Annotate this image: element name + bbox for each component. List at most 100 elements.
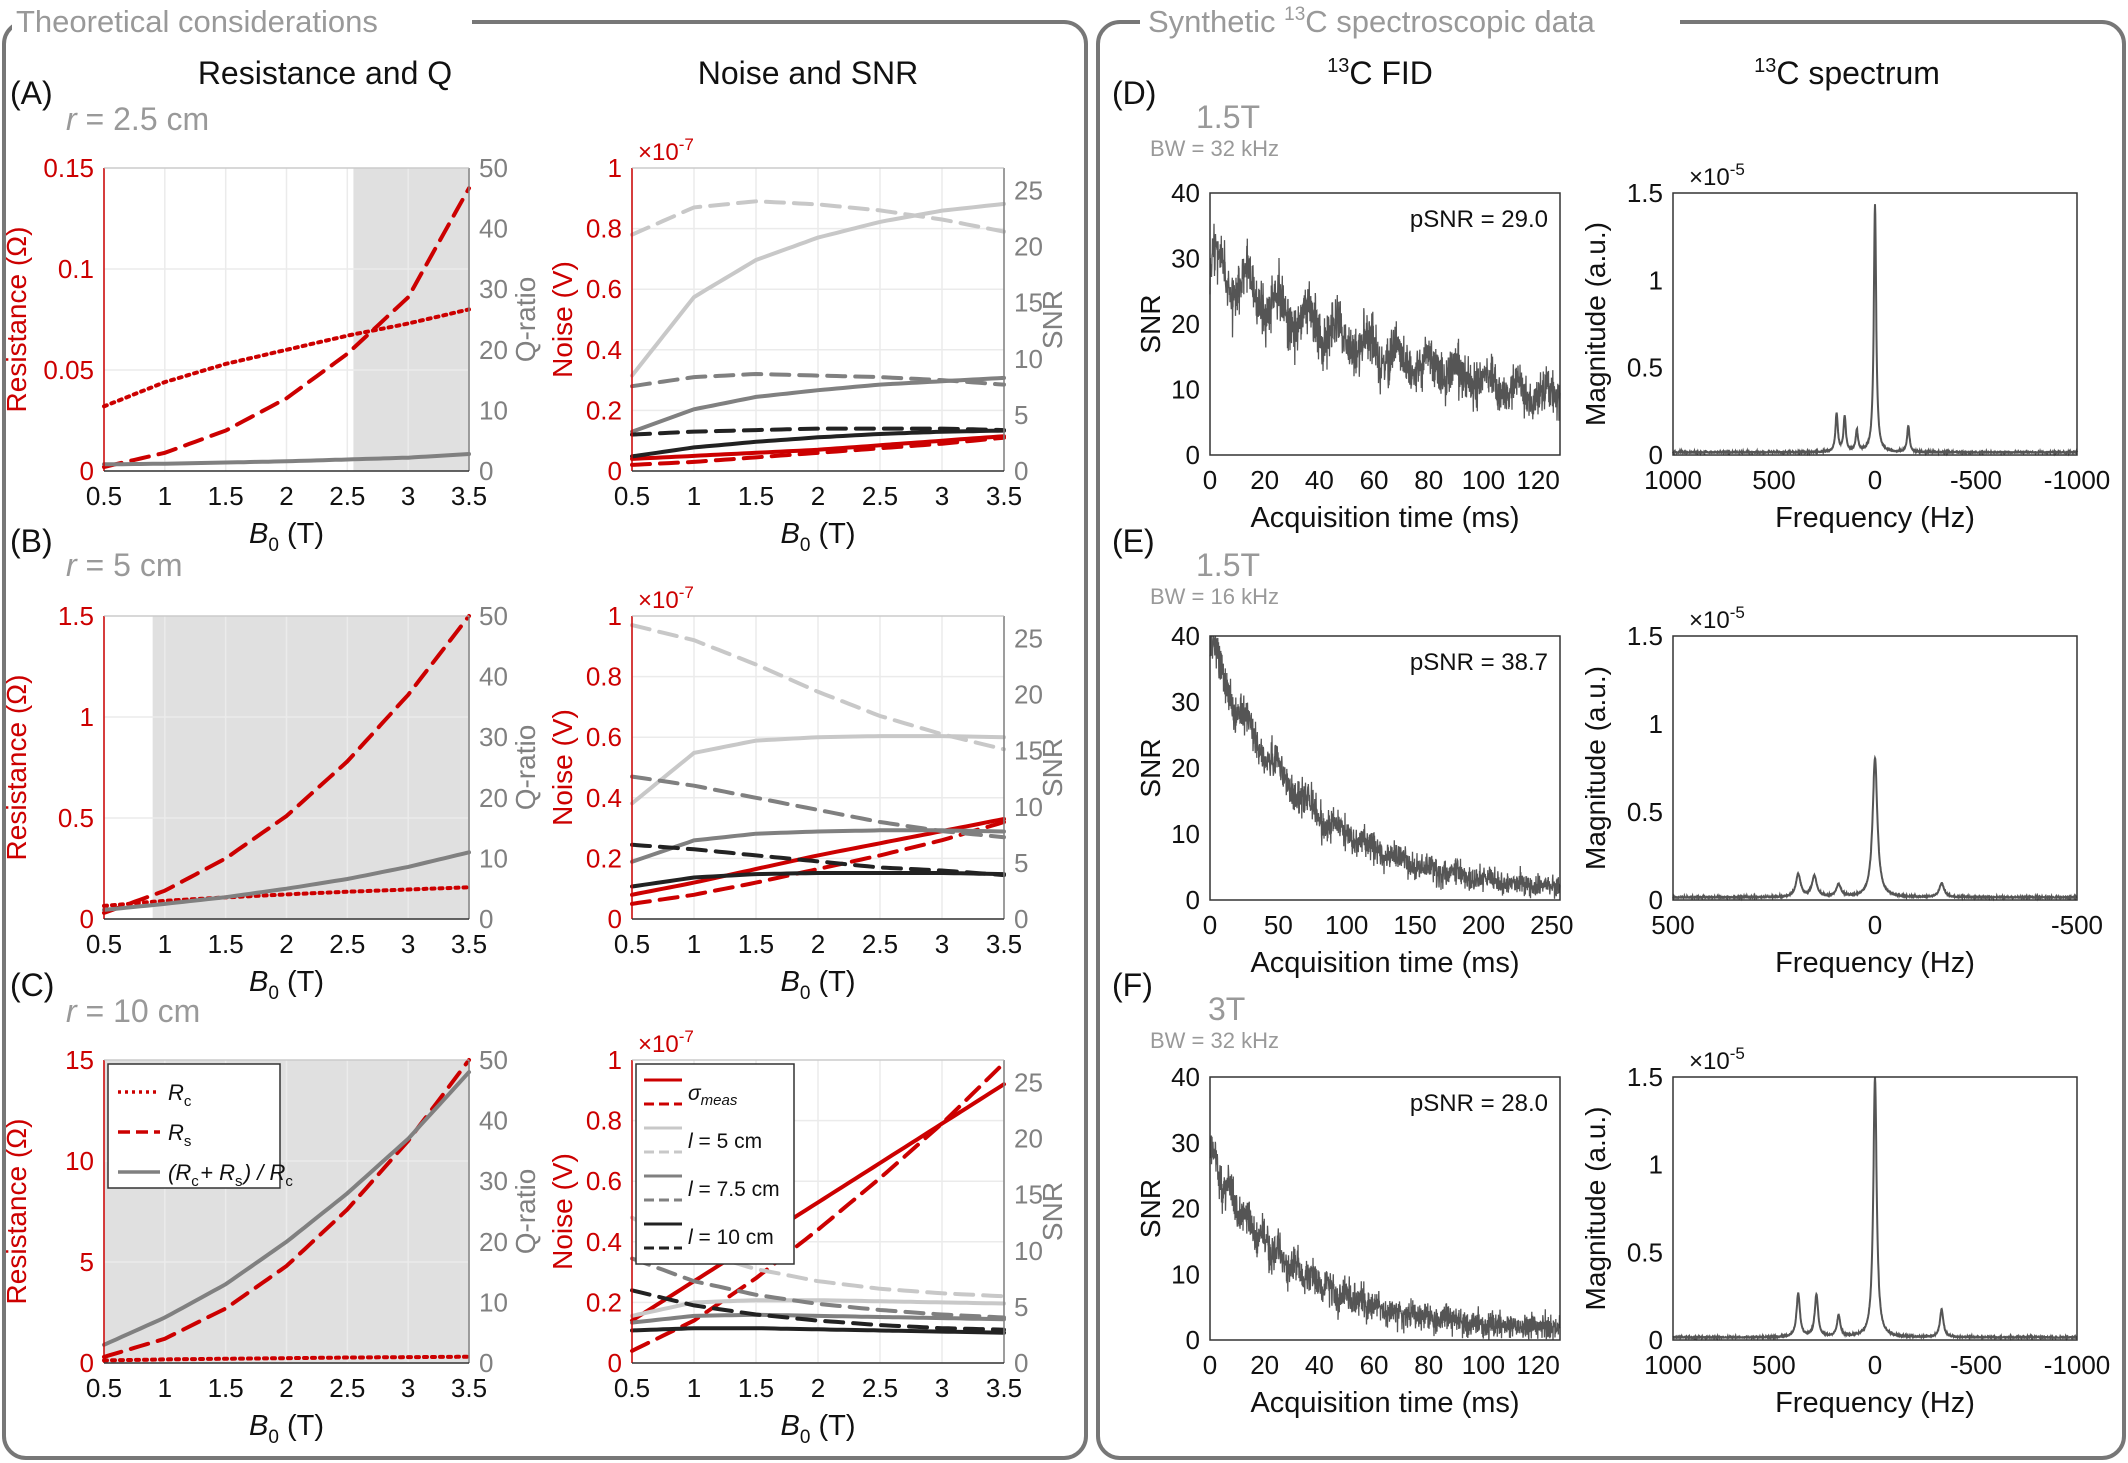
y-tick-label-right: 20 — [1014, 232, 1043, 262]
y-tick-label-left: 0.2 — [586, 843, 622, 873]
x-axis-label: Frequency (Hz) — [1775, 1387, 1975, 1419]
series-sigma_meas_dashed — [630, 435, 1006, 467]
fid-trace — [1209, 1135, 1561, 1341]
y-tick-label: 20 — [1171, 309, 1200, 339]
x-tick-label: 20 — [1250, 1350, 1279, 1380]
x-axis-label: B0 (T) — [249, 1410, 324, 1448]
y-axis-label-left: Noise (V) — [547, 709, 578, 826]
field-label-e: 1.5T — [1196, 547, 1260, 583]
series-sigma_meas — [630, 434, 1006, 461]
y-tick-label-left: 0.5 — [58, 803, 94, 833]
chart-fid_D: 0 20 40 60 80 100 120 0 10 20 30 40 Acquisition time… — [1135, 178, 1561, 534]
y-tick-label-right: 0 — [1014, 1348, 1028, 1378]
y-axis-label-right: Q-ratio — [510, 725, 541, 811]
y-tick-label-right: 40 — [479, 214, 508, 244]
y-tick-label-right: 15 — [1014, 288, 1043, 318]
series-(Rc+Rs)/Rc — [102, 1070, 471, 1347]
chart-res_A: 0.5 1 1.5 2 2.5 3 3.500.050.10.1501020304050B0… — [1, 153, 541, 556]
row-label-c: (C) — [10, 967, 54, 1003]
column-header-fid: 13C FID — [1327, 55, 1433, 91]
y-tick-label-left: 5 — [80, 1247, 94, 1277]
x-tick-label: 2 — [279, 481, 293, 511]
radius-label-c: r = 10 cm — [66, 993, 200, 1029]
y-tick-label-left: 1 — [80, 702, 94, 732]
row-label-b: (B) — [10, 523, 53, 559]
y-tick-label: 1 — [1649, 709, 1663, 739]
y-tick-label-right: 20 — [1014, 680, 1043, 710]
legend-entry: l = 5 cm — [688, 1130, 762, 1153]
x-tick-label: 0 — [1203, 1350, 1217, 1380]
x-tick-label: 1.5 — [738, 929, 774, 959]
x-tick-label: 500 — [1651, 910, 1694, 940]
x-tick-label: 0.5 — [614, 1373, 650, 1403]
y-tick-label-left: 0.8 — [586, 662, 622, 692]
x-tick-label: 20 — [1250, 465, 1279, 495]
y-tick-label-left: 0.4 — [586, 1227, 622, 1257]
series-Rc — [102, 1354, 471, 1363]
column-header-spectrum: 13C spectrum — [1754, 55, 1940, 91]
row-label-a: (A) — [10, 75, 53, 111]
x-tick-label: 120 — [1516, 1350, 1559, 1380]
series-l5_noise — [630, 623, 1006, 752]
legend-entry: σmeas — [688, 1082, 738, 1109]
y-axis-label-right: Q-ratio — [510, 1169, 541, 1255]
legend-entry: l = 7.5 cm — [688, 1178, 780, 1201]
y-exponent-label: ×10-7 — [638, 135, 694, 166]
x-axis-label: B0 (T) — [249, 518, 324, 556]
y-tick-label-left: 0 — [608, 904, 622, 934]
x-tick-label: 1.5 — [738, 1373, 774, 1403]
series-l10_noise — [630, 842, 1006, 878]
y-tick-label-left: 1 — [608, 153, 622, 183]
x-axis-label: B0 (T) — [780, 966, 855, 1004]
spectrum-trace — [1672, 204, 2078, 457]
x-tick-label: 200 — [1462, 910, 1505, 940]
chart-noise_B: 0.5 1 1.5 2 2.5 3 3.500.20.40.60.810510152025B… — [547, 583, 1068, 1004]
x-tick-label: 3 — [935, 1373, 949, 1403]
y-tick-label-right: 20 — [479, 783, 508, 813]
plot-frame — [1672, 635, 2078, 901]
y-tick-label: 0.5 — [1627, 1237, 1663, 1267]
y-tick-label: 0 — [1186, 440, 1200, 470]
legend-entry: Rs — [168, 1120, 191, 1150]
x-tick-label: 100 — [1462, 1350, 1505, 1380]
x-tick-label: 1 — [158, 929, 172, 959]
series-l10_snr — [630, 871, 1006, 889]
series-l5_snr — [630, 201, 1006, 378]
y-tick-label: 0.5 — [1627, 353, 1663, 383]
y-tick-label: 40 — [1171, 1062, 1200, 1092]
series-Rc — [102, 885, 471, 908]
y-axis-label-right: Q-ratio — [510, 277, 541, 363]
x-tick-label: 3 — [401, 929, 415, 959]
y-exponent-label: ×10-7 — [638, 1027, 694, 1058]
y-tick-label-right: 10 — [479, 395, 508, 425]
theory-panel-frame — [2, 20, 1088, 1460]
x-tick-label: 2.5 — [862, 1373, 898, 1403]
bandwidth-label-d: BW = 32 kHz — [1150, 136, 1279, 161]
y-tick-label-right: 10 — [479, 843, 508, 873]
radius-label-b: r = 5 cm — [66, 547, 182, 583]
x-tick-label: 250 — [1530, 910, 1573, 940]
y-tick-label: 1.5 — [1627, 178, 1663, 208]
y-tick-label-left: 0.15 — [43, 153, 94, 183]
x-axis-label: B0 (T) — [249, 966, 324, 1004]
x-tick-label: 3 — [401, 481, 415, 511]
spectrum-trace — [1672, 754, 2078, 902]
x-axis-label: Acquisition time (ms) — [1250, 502, 1519, 534]
y-tick-label-right: 15 — [1014, 736, 1043, 766]
row-label-f: (F) — [1112, 967, 1153, 1003]
y-tick-label: 10 — [1171, 819, 1200, 849]
x-axis-label: Frequency (Hz) — [1775, 947, 1975, 979]
x-tick-label: -500 — [1950, 465, 2002, 495]
y-tick-label-left: 0.6 — [586, 1166, 622, 1196]
x-tick-label: 1000 — [1644, 1350, 1702, 1380]
bandwidth-label-f: BW = 32 kHz — [1150, 1028, 1279, 1053]
x-tick-label: -1000 — [2044, 465, 2111, 495]
x-tick-label: 0.5 — [86, 929, 122, 959]
x-tick-label: 0 — [1868, 1350, 1882, 1380]
legend-resistance: Rc Rs (Rc + Rs ) / Rc — [107, 1063, 293, 1190]
plot-frame — [1672, 1076, 2078, 1341]
x-tick-label: -500 — [1950, 1350, 2002, 1380]
x-tick-label: 0.5 — [614, 481, 650, 511]
y-axis-label-left: Noise (V) — [547, 1153, 578, 1270]
y-tick-label-right: 10 — [1014, 792, 1043, 822]
